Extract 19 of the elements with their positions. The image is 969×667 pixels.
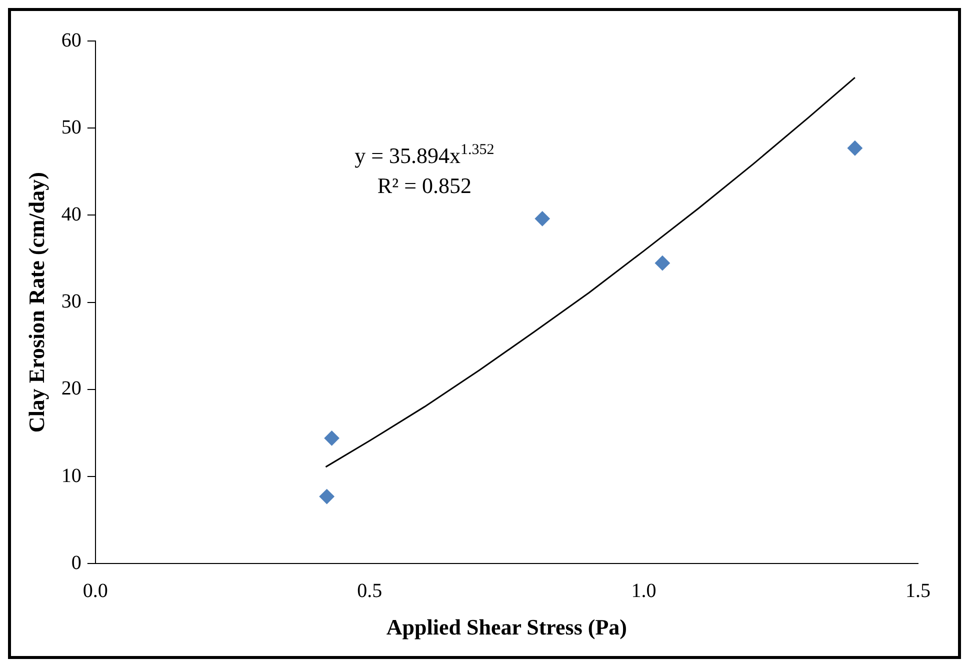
y-tick-label: 30 bbox=[61, 290, 82, 313]
y-tick-label: 0 bbox=[71, 552, 82, 574]
y-tick-label: 10 bbox=[61, 464, 82, 487]
annotation: R² = 0.852 bbox=[377, 172, 472, 198]
x-tick-label: 0.0 bbox=[82, 580, 108, 602]
x-axis-title: Applied Shear Stress (Pa) bbox=[386, 614, 627, 640]
y-tick-label: 60 bbox=[61, 29, 82, 52]
y-tick-label: 40 bbox=[61, 203, 82, 226]
point bbox=[847, 140, 862, 156]
x-tick-label: 1.5 bbox=[906, 580, 930, 602]
point bbox=[324, 430, 340, 446]
y-tick-label: 50 bbox=[61, 116, 82, 138]
x-tick-label: 1.0 bbox=[631, 580, 656, 602]
point bbox=[654, 256, 670, 271]
point bbox=[319, 489, 334, 504]
y-tick-label: 20 bbox=[61, 378, 82, 400]
y-axis-title: Clay Erosion Rate (cm/day) bbox=[24, 172, 49, 433]
point bbox=[534, 211, 550, 226]
x-tick-label: 0.5 bbox=[357, 580, 382, 602]
